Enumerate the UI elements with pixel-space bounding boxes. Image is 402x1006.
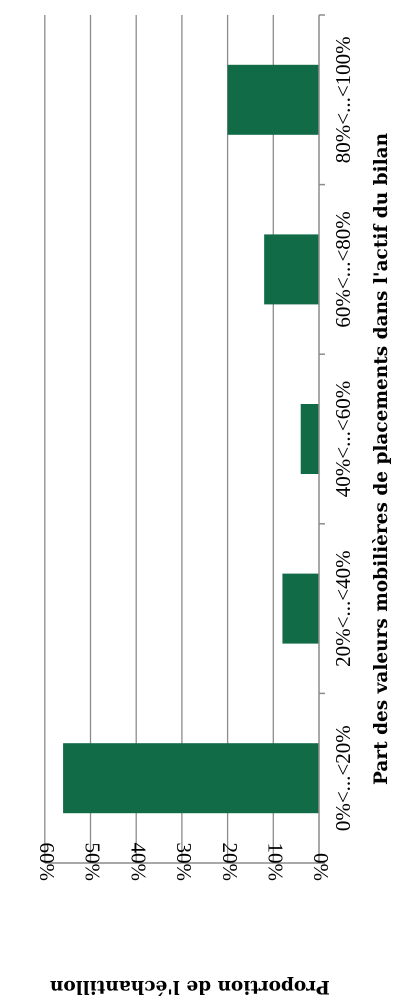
- bar: [282, 573, 319, 644]
- bars: [63, 64, 319, 814]
- category-tick-label: 20%<...<40%: [331, 550, 355, 666]
- value-tick-label: 20%: [218, 843, 242, 882]
- value-tick-label: 30%: [172, 843, 196, 882]
- category-axis-title: Part des valeurs mobilières de placement…: [371, 132, 392, 785]
- category-tick-labels: 0%<...<20% 20%<...<40% 40%<...<60% 60%<...<…: [331, 36, 355, 831]
- axes: [44, 14, 325, 864]
- bar: [63, 743, 319, 814]
- value-tick-label: 60%: [35, 843, 59, 882]
- bar: [300, 404, 319, 474]
- value-tick-label: 10%: [263, 843, 287, 882]
- category-tick-label: 60%<...<80%: [331, 211, 355, 327]
- bar: [264, 234, 319, 305]
- bar: [227, 64, 319, 135]
- category-tick-label: 40%<...<60%: [331, 381, 355, 497]
- category-tick-label: 80%<...<100%: [331, 36, 355, 163]
- value-tick-label: 50%: [81, 843, 105, 882]
- value-axis-title: Proportion de l'échantillon: [49, 976, 330, 997]
- value-tick-labels: 0% 10% 20% 30% 40% 50% 60%: [35, 843, 333, 882]
- value-gridlines: [44, 15, 274, 863]
- category-tick-label: 0%<...<20%: [331, 725, 355, 831]
- value-tick-label: 0%: [309, 853, 333, 881]
- value-tick-label: 40%: [126, 843, 150, 882]
